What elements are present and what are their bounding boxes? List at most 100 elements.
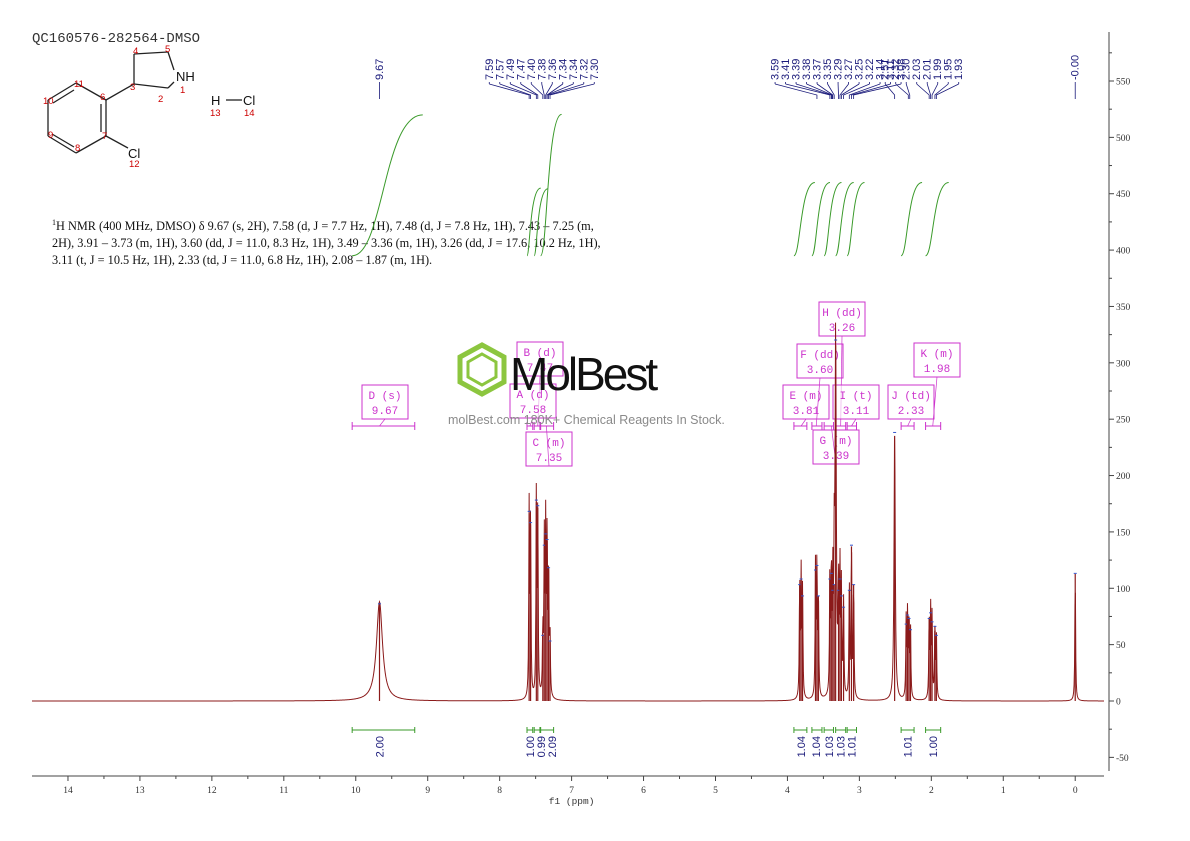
integral-curve [793,181,816,257]
multiplet-label: I (t) [839,391,872,403]
multiplet-label: F (dd) [800,350,840,362]
x-tick-label: 10 [351,786,361,796]
y-tick-label: 50 [1116,641,1126,651]
peak-pick-label: 3.59 [770,59,782,80]
integral-value: 1.00 [525,736,537,757]
multiplet-box [361,384,409,420]
integral-value: 1.01 [903,736,915,757]
peak-pick-label: 2.51 [880,59,892,80]
peak-leader-line [935,82,960,99]
peak-pick-label: 3.08 [896,59,908,80]
peak-leader-line [545,82,553,99]
multiplet-leader [800,418,807,427]
integral-value: 1.03 [824,736,836,757]
atom-number: 4 [133,46,138,57]
peak-pick-label: 3.39 [791,59,803,80]
peak-pick-labels: 9.67 7.597.577.497.477.407.387.367.347.34… [374,55,1082,99]
x-tick-label: 11 [279,786,288,796]
multiplet-box [913,342,961,378]
peak-pick-label: 7.30 [589,59,601,80]
atom-number: 13 [210,108,221,119]
x-tick-label: 8 [497,786,502,796]
integral-value: 0.99 [536,736,548,757]
multiplet-box [782,384,830,420]
multiplet-label: B (d) [523,348,556,360]
multiplet-leader [932,376,938,427]
integral-curve [533,188,549,257]
peak-leader-line [931,82,939,99]
peak-pick-label: 2.01 [922,59,934,80]
molbest-watermark: MolBest [457,342,661,400]
x-tick-label: 3 [857,786,862,796]
peak-leader-line [827,82,835,99]
peak-leader-line [905,82,911,99]
integral-curve [540,113,563,257]
peak-pick-label: 2.03 [911,59,923,80]
peak-leader-line [848,82,881,99]
multiplet-shift: 7.58 [520,405,546,417]
multiplet-leader [907,418,912,427]
multiplet-leader [379,418,386,427]
peak-leader-line [816,82,834,99]
nmr-description-text: H NMR (400 MHz, DMSO) δ 9.67 (s, 2H), 7.… [52,219,601,268]
peak-pick-label: 1.93 [953,59,965,80]
atom-number: 5 [165,44,170,55]
peak-leader-line [926,82,932,99]
integral-curve [900,181,923,257]
multiplet-label: D (s) [368,391,401,403]
y-tick-label: 300 [1116,359,1131,369]
multiplet-box [887,384,935,420]
peak-leader-line [851,82,891,99]
x-tick-label: 14 [63,786,73,796]
peak-pick-label: 3.29 [833,59,845,80]
y-tick-label: 200 [1116,472,1131,482]
multiplet-box [509,383,557,419]
peak-pick-label: 7.49 [505,59,517,80]
integral-curve [352,114,423,257]
y-tick-label: 0 [1116,698,1121,708]
peak-pick-label: 7.38 [536,59,548,80]
peak-pick-label: 3.41 [780,59,792,80]
integral-value: 1.04 [811,736,823,757]
multiplet-box [525,431,573,467]
peak-leader-line [774,82,818,99]
sample-id-label: QC160576-282564-DMSO [32,31,201,47]
x-tick-label: 13 [135,786,145,796]
multiplet-leader [851,418,857,427]
atom-number: 7 [102,131,107,142]
y-tick-label: 350 [1116,303,1131,313]
atom-number: 9 [48,130,53,141]
multiplet-shift: 3.60 [807,365,833,377]
integral-bars: 2.00 1.00 0.99 2.09 1.04 1.04 1.03 1.03 1.01 1.01… [351,727,942,757]
peak-pick-label: 3.38 [801,59,813,80]
y-tick-label: 100 [1116,585,1131,595]
y-tick-label: 550 [1116,78,1131,88]
watermark-url: molBest.com 180K+ Chemical Reagents In S… [448,413,725,427]
atom-number: 14 [244,108,255,119]
atom-label-nh: NH [176,69,195,84]
peak-pick-label: 3.11 [885,59,897,80]
nucleus-superscript: 1 [52,218,56,227]
multiplet-label: H (dd) [822,308,862,320]
multiplet-shift: 7.47 [527,363,553,375]
multiplet-shift: 3.11 [843,406,870,418]
nmr-description: 1H NMR (400 MHz, DMSO) δ 9.67 (s, 2H), 7… [52,214,612,269]
integral-curves [352,113,949,257]
peak-pick-label: 3.37 [812,59,824,80]
atom-label-cl-aryl: Cl [128,146,140,161]
peak-pick-label: 3.35 [822,59,834,80]
peak-pick-label: 2.32 [890,59,902,80]
peak-pick-label: 7.59 [484,59,496,80]
multiplet-label: J (td) [891,391,931,403]
peak-pick-label: 7.34 [557,59,569,80]
peak-leader-line [853,82,902,99]
x-tick-label: 6 [641,786,646,796]
peak-leader-line [895,82,909,99]
integral-value: 1.01 [847,736,859,757]
peak-leader-line [843,82,870,99]
peak-pick-label: -0.00 [1070,55,1082,80]
multiplet-leader [546,425,550,467]
atom-number: 3 [130,82,135,93]
y-tick-label: 250 [1116,416,1131,426]
